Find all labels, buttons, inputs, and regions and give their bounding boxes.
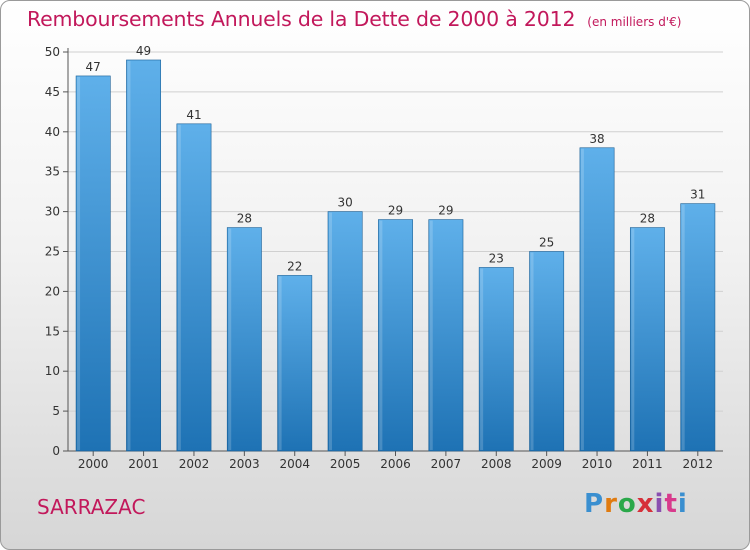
bars [75, 59, 716, 452]
bar-highlight [480, 268, 484, 450]
value-label-2000: 47 [86, 60, 101, 74]
bar-highlight [429, 220, 433, 450]
value-label-2009: 25 [539, 236, 554, 250]
bar-2005 [327, 211, 363, 452]
logo-letter: r [604, 489, 618, 519]
value-label-2002: 41 [186, 108, 201, 122]
value-label-2008: 23 [489, 251, 504, 265]
value-label-2003: 28 [237, 212, 252, 226]
chart-title: Remboursements Annuels de la Dette de 20… [27, 7, 681, 31]
value-label-2012: 31 [690, 188, 705, 202]
bar-highlight [580, 148, 584, 450]
x-tick-label-2006: 2006 [380, 457, 411, 471]
data-labels: 47 49 41 28 22 30 29 29 23 25 38 28 31 [86, 44, 706, 273]
x-tick-label-2004: 2004 [279, 457, 310, 471]
bar-highlight [631, 228, 635, 450]
bar-highlight [328, 212, 332, 450]
bar-2008 [478, 267, 514, 452]
bar-2012 [680, 203, 716, 452]
bar-highlight [530, 252, 534, 450]
logo-letter: t [664, 489, 678, 519]
logo-letter: i [677, 489, 688, 519]
bar-2009 [529, 251, 565, 452]
x-tick-label-2007: 2007 [431, 457, 462, 471]
y-tick-label: 0 [52, 444, 60, 458]
chart-unit: (en milliers d'€) [587, 15, 682, 29]
bar-2002 [176, 123, 212, 452]
y-tick-label: 15 [45, 324, 60, 338]
x-tick-label-2005: 2005 [330, 457, 361, 471]
bar-highlight [77, 76, 81, 450]
y-tick-label: 35 [45, 165, 60, 179]
value-label-2001: 49 [136, 44, 151, 58]
bar-highlight [681, 204, 685, 450]
x-tick-label-2002: 2002 [179, 457, 210, 471]
bar-highlight [278, 276, 282, 450]
x-tick-label-2011: 2011 [632, 457, 663, 471]
y-tick-label: 50 [45, 45, 60, 59]
bar-2007 [428, 219, 464, 452]
bar-highlight [127, 60, 131, 450]
bar-2010 [579, 147, 615, 452]
value-label-2007: 29 [438, 204, 453, 218]
value-label-2006: 29 [388, 204, 403, 218]
bar-2004 [277, 275, 313, 452]
y-tick-label: 30 [45, 205, 60, 219]
value-label-2010: 38 [589, 132, 604, 146]
bar-2001 [126, 59, 162, 452]
y-tick-label: 45 [45, 85, 60, 99]
bar-highlight [177, 124, 181, 450]
logo-letter: o [617, 489, 637, 519]
y-tick-label: 25 [45, 245, 60, 259]
bar-2011 [629, 227, 665, 452]
y-tick-label: 10 [45, 364, 60, 378]
y-tick-label: 40 [45, 125, 60, 139]
y-tick-label: 20 [45, 284, 60, 298]
logo-letter: x [636, 489, 655, 519]
bar-highlight [379, 220, 383, 450]
axes: 0 5 10 15 20 25 30 35 40 45 50 2000 2001 2002 2003 2004… [45, 45, 723, 471]
bar-highlight [228, 228, 232, 450]
y-tick-label: 5 [52, 404, 60, 418]
logo-letter: P [584, 489, 605, 519]
commune-name: SARRAZAC [37, 495, 146, 519]
value-label-2004: 22 [287, 259, 302, 273]
x-tick-label-2012: 2012 [683, 457, 714, 471]
x-tick-label-2003: 2003 [229, 457, 260, 471]
logo-letter: i [654, 489, 665, 519]
x-tick-label-2000: 2000 [78, 457, 109, 471]
bar-2003 [226, 227, 262, 452]
x-tick-label-2008: 2008 [481, 457, 512, 471]
bar-2006 [378, 219, 413, 452]
value-label-2011: 28 [640, 212, 655, 226]
bar-2000 [75, 75, 111, 452]
chart-title-text: Remboursements Annuels de la Dette de 20… [27, 7, 576, 31]
x-tick-label-2009: 2009 [531, 457, 562, 471]
x-tick-label-2001: 2001 [128, 457, 159, 471]
proxiti-logo: Proxiti [584, 489, 688, 519]
value-label-2005: 30 [337, 196, 352, 210]
x-tick-label-2010: 2010 [582, 457, 613, 471]
